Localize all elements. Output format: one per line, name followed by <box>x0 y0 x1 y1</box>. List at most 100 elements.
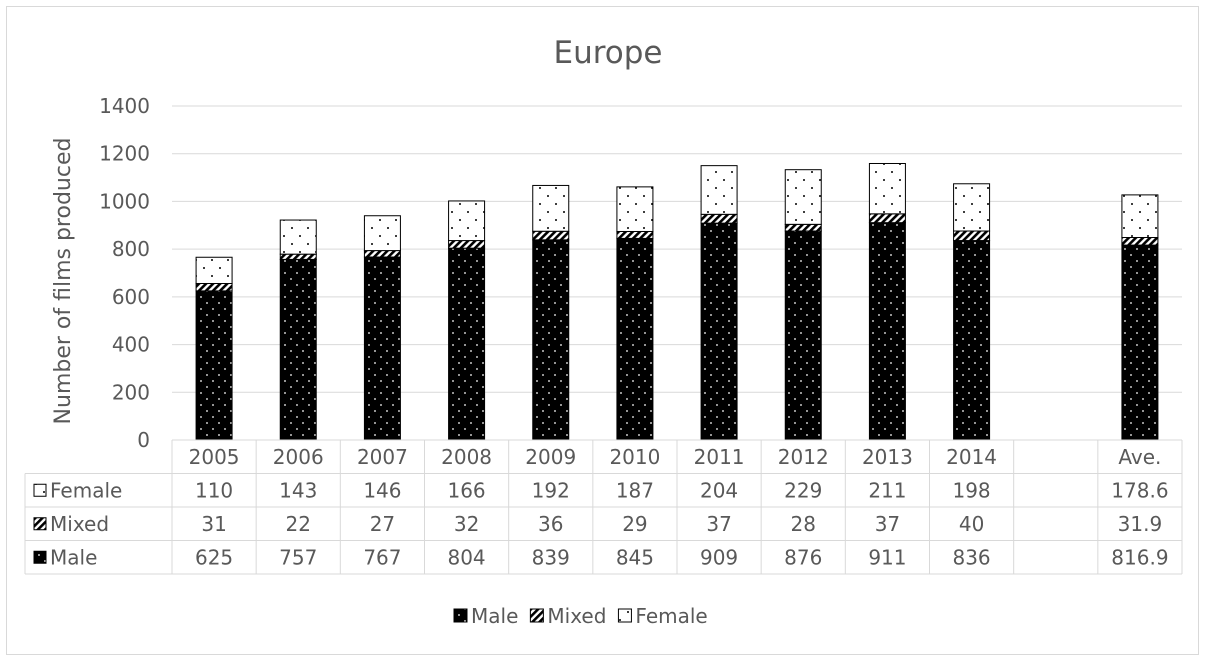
data-label: 876 <box>784 545 822 569</box>
legend: Male Mixed Female <box>453 604 708 628</box>
bar-mixed-2007 <box>363 250 401 258</box>
data-label: 143 <box>279 478 317 502</box>
bar-mixed-2009 <box>532 230 570 241</box>
bar-mixed-2011 <box>700 213 738 224</box>
y-tick-label: 600 <box>112 285 150 309</box>
table-series-label: Mixed <box>50 512 109 536</box>
data-label: 32 <box>454 512 479 536</box>
bar-male-Ave. <box>1121 244 1159 441</box>
bar-female-2012 <box>784 169 822 225</box>
data-label: 757 <box>279 545 317 569</box>
y-axis-ticks: 0 200 400 600 800 1000 1200 1400 <box>99 94 150 452</box>
bar-mixed-2013 <box>868 213 906 224</box>
table-legend-key-mixed <box>33 517 47 531</box>
data-label: 178.6 <box>1111 478 1168 502</box>
data-table: 2005 2006 2007 2008 2009 2010 2011 2012 2013 2014… <box>24 439 1183 575</box>
y-tick-label: 1200 <box>99 142 150 166</box>
bar-female-2014 <box>953 183 991 232</box>
bar-mixed-Ave. <box>1121 237 1159 246</box>
data-label: 187 <box>616 478 654 502</box>
bar-female-2013 <box>868 162 906 215</box>
table-series-label: Female <box>50 478 122 502</box>
table-legend-key-male <box>33 550 47 564</box>
bar-mixed-2006 <box>279 253 317 260</box>
legend-key-male <box>453 608 468 623</box>
bar-male-2011 <box>700 222 738 441</box>
bar-mixed-2012 <box>784 223 822 232</box>
x-tick-label: 2010 <box>609 445 660 469</box>
data-label: 31 <box>201 512 226 536</box>
data-label: 40 <box>959 512 984 536</box>
bar-mixed-2008 <box>448 240 486 249</box>
bar-male-2006 <box>279 258 317 441</box>
y-tick-label: 200 <box>112 380 150 404</box>
y-tick-label: 400 <box>112 333 150 357</box>
legend-entry: Female <box>635 604 707 628</box>
legend-entry: Mixed <box>547 604 606 628</box>
y-tick-label: 1400 <box>99 94 150 118</box>
data-label: 166 <box>447 478 485 502</box>
bar-female-Ave. <box>1121 194 1159 239</box>
data-label: 229 <box>784 478 822 502</box>
bar-mixed-2005 <box>195 282 233 292</box>
bar-female-2006 <box>279 219 317 255</box>
bar-male-2009 <box>532 239 570 441</box>
legend-key-mixed <box>529 608 544 623</box>
data-label: 37 <box>706 512 731 536</box>
table-series-label: Male <box>50 545 97 569</box>
bar-male-2012 <box>784 230 822 441</box>
data-label: 909 <box>700 545 738 569</box>
bar-male-2008 <box>448 247 486 441</box>
bar-male-2014 <box>953 240 991 441</box>
bar-female-2005 <box>195 256 233 284</box>
data-label: 192 <box>532 478 570 502</box>
data-label: 816.9 <box>1111 545 1168 569</box>
data-label: 836 <box>952 545 990 569</box>
x-tick-label: 2006 <box>273 445 324 469</box>
data-label: 110 <box>195 478 233 502</box>
data-label: 31.9 <box>1118 512 1163 536</box>
data-label: 37 <box>875 512 900 536</box>
data-label: 767 <box>363 545 401 569</box>
bar-male-2010 <box>616 237 654 441</box>
x-tick-label: 2008 <box>441 445 492 469</box>
bars <box>195 162 1159 441</box>
x-tick-label: 2009 <box>525 445 576 469</box>
legend-entry: Male <box>471 604 518 628</box>
x-tick-label: 2005 <box>189 445 240 469</box>
bar-female-2008 <box>448 200 486 242</box>
data-label: 911 <box>868 545 906 569</box>
legend-key-female <box>617 608 632 623</box>
table-legend-key-female <box>33 483 47 497</box>
chart-title: Europe <box>553 35 662 71</box>
x-tick-label: 2007 <box>357 445 408 469</box>
bar-male-2007 <box>363 256 401 441</box>
x-tick-label: 2014 <box>946 445 997 469</box>
chart-frame <box>6 6 1199 655</box>
x-tick-label: 2013 <box>862 445 913 469</box>
data-label: 36 <box>538 512 563 536</box>
data-label: 625 <box>195 545 233 569</box>
bar-mixed-2010 <box>616 230 654 239</box>
data-label: 28 <box>791 512 816 536</box>
data-label: 845 <box>616 545 654 569</box>
data-label: 804 <box>447 545 485 569</box>
data-label: 146 <box>363 478 401 502</box>
gridlines <box>172 105 1182 393</box>
data-label: 204 <box>700 478 738 502</box>
y-tick-label: 0 <box>137 428 150 452</box>
bar-male-2013 <box>868 222 906 441</box>
bar-female-2009 <box>532 184 570 232</box>
data-label: 839 <box>532 545 570 569</box>
data-label: 22 <box>286 512 311 536</box>
x-tick-label: 2012 <box>778 445 829 469</box>
data-label: 198 <box>952 478 990 502</box>
x-tick-label: 2011 <box>694 445 745 469</box>
data-label: 27 <box>370 512 395 536</box>
y-axis-label: Number of films produced <box>51 138 76 425</box>
x-tick-label: Ave. <box>1118 445 1161 469</box>
bar-mixed-2014 <box>953 230 991 242</box>
data-label: 211 <box>868 478 906 502</box>
